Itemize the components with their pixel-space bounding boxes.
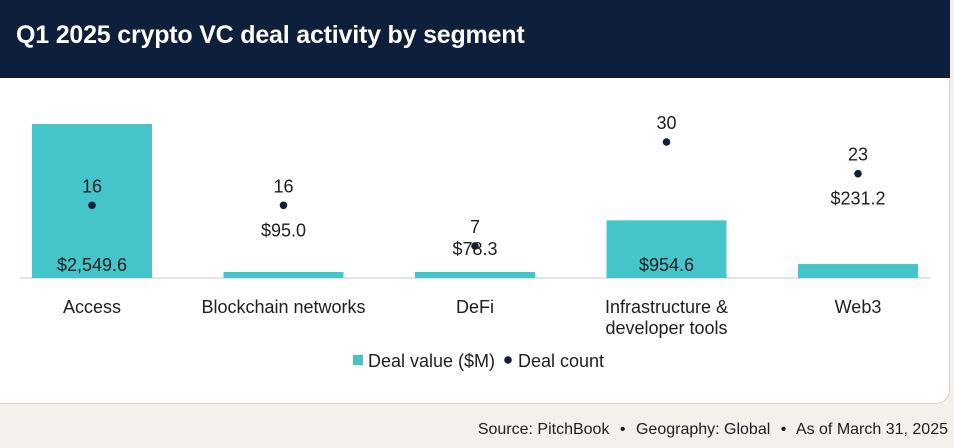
dot-deal-count-4 — [854, 169, 862, 178]
bar-deal-value-4 — [798, 264, 918, 278]
dot-deal-count-2 — [471, 242, 479, 250]
separator-dot: • — [780, 421, 787, 438]
chart-title: Q1 2025 crypto VC deal activity by segme… — [16, 21, 525, 49]
bar-deal-value-0 — [32, 124, 152, 278]
deal-count-label-1: 16 — [273, 176, 293, 196]
category-label: Access — [63, 297, 121, 317]
category-label: Web3 — [835, 297, 882, 317]
dot-deal-count-0 — [88, 201, 96, 210]
deal-value-label-0: $2,549.6 — [57, 255, 127, 275]
deal-count-label-2: 7 — [470, 217, 480, 237]
source-text: Source: PitchBook — [477, 421, 610, 438]
dot-deal-count-1 — [279, 201, 288, 210]
bar-deal-value-3 — [606, 220, 727, 278]
deal-value-label-3: $954.6 — [639, 255, 694, 275]
legend-swatch-deal-value — [353, 355, 363, 365]
deal-value-label-1: $95.0 — [261, 220, 306, 240]
source-line: Source: PitchBook • Geography: Global • … — [478, 421, 948, 439]
deal-count-label-3: 30 — [656, 113, 676, 133]
category-label: developer tools — [605, 318, 727, 338]
deal-count-label-0: 16 — [82, 176, 102, 196]
separator-dot: • — [619, 421, 626, 438]
deal-count-label-4: 23 — [848, 145, 868, 165]
category-label: Blockchain networks — [201, 297, 365, 317]
chart-header: Q1 2025 crypto VC deal activity by segme… — [0, 0, 950, 78]
dot-deal-count-3 — [662, 138, 671, 146]
legend-label-deal-value: Deal value ($M) — [368, 351, 495, 371]
geography-text: Geography: Global — [635, 421, 771, 438]
legend-dot-deal-count — [504, 356, 512, 364]
deal-value-label-2: $78.3 — [452, 239, 497, 259]
chart-plot: 16 $2,549.6 Access 16 $95.0 Blockchain networ… — [20, 113, 930, 371]
chart-card: Q1 2025 crypto VC deal activity by segme… — [0, 0, 950, 404]
bar-deal-value-2 — [415, 272, 535, 278]
category-label: DeFi — [456, 297, 494, 317]
date-text: As of March 31, 2025 — [795, 421, 948, 438]
bar-deal-value-1 — [223, 272, 344, 278]
category-label: Infrastructure & — [605, 297, 728, 317]
deal-value-label-4: $231.2 — [830, 189, 885, 209]
legend-label-deal-count: Deal count — [518, 351, 604, 371]
